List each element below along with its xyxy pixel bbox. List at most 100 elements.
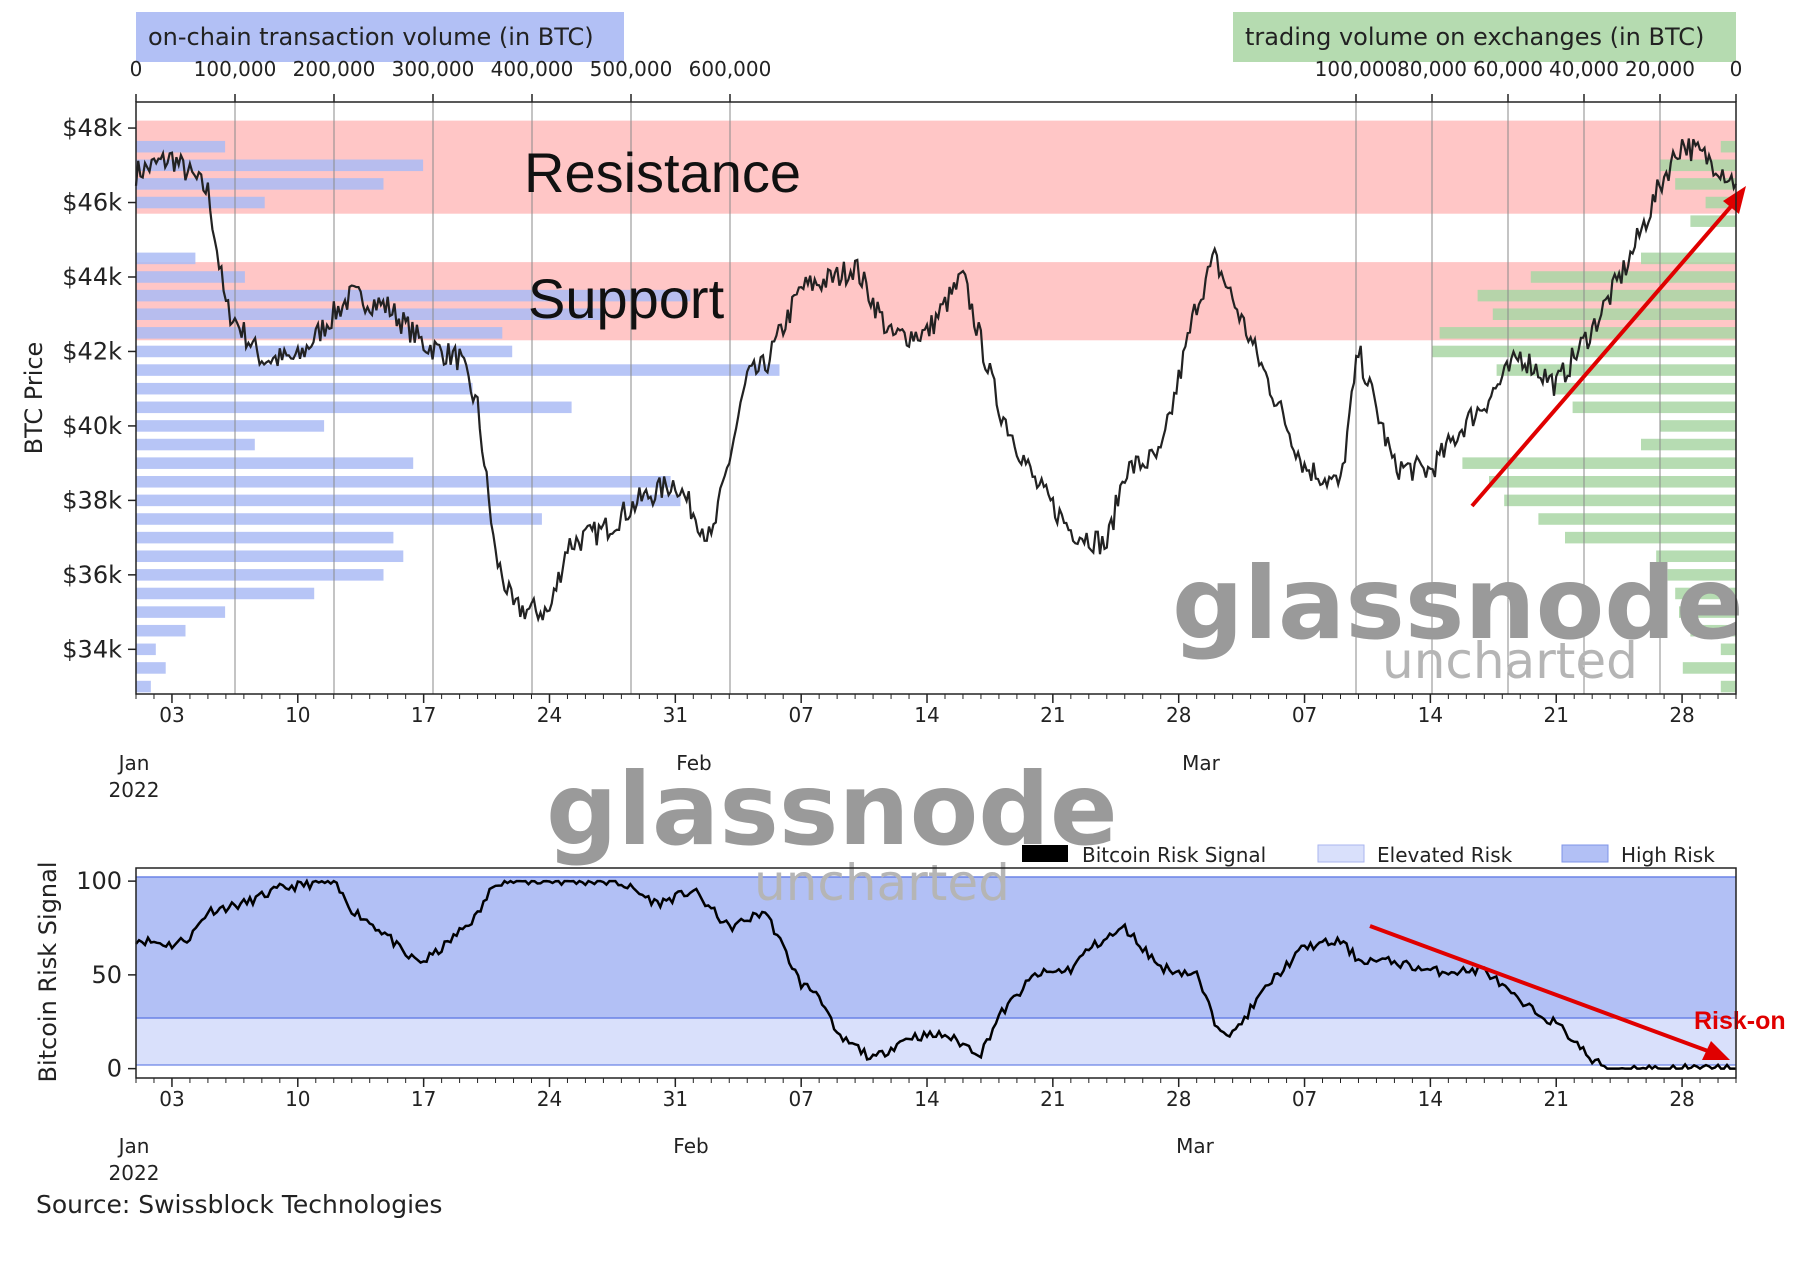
- legend-swatch-elevated: [1317, 844, 1365, 863]
- risk-signal-line: [135, 878, 1736, 1071]
- price-y-tick-label: $42k: [62, 337, 122, 365]
- date-tick-label: 17: [411, 1087, 436, 1111]
- risk-signal-chart: glassnode uncharted Risk-on Bitcoin Risk…: [34, 751, 1786, 1185]
- exchange-tick-label: 100,000: [1315, 57, 1398, 81]
- risk-down-arrowhead: [1702, 1041, 1730, 1060]
- onchain-volume-profile: [136, 140, 780, 693]
- date-tick-label: 17: [411, 703, 436, 727]
- top-date-axis: 03 10 17 24 31 07 14 21 28 07 14 21 28: [135, 694, 1737, 727]
- onchain-volume-bar: [136, 140, 226, 153]
- onchain-volume-bar: [136, 178, 384, 190]
- elevated-risk-band: [136, 1018, 1736, 1065]
- bottom-year-label: 2022: [109, 1161, 160, 1185]
- exchange-volume-bar: [1538, 513, 1736, 525]
- exchange-volume-bar: [1656, 550, 1736, 563]
- date-tick-label: 21: [1543, 703, 1568, 727]
- onchain-volume-bar: [136, 643, 156, 656]
- price-y-label: BTC Price: [20, 342, 48, 455]
- onchain-tick-label: 100,000: [194, 57, 277, 81]
- exchange-volume-bar: [1720, 643, 1736, 656]
- exchange-volume-bar: [1720, 680, 1736, 693]
- watermark-sub-top: uncharted: [1382, 632, 1638, 690]
- date-tick-label: 14: [1418, 1087, 1443, 1111]
- date-tick-label: 31: [663, 703, 688, 727]
- legend-label-signal: Bitcoin Risk Signal: [1082, 843, 1266, 867]
- date-tick-label: 21: [1040, 703, 1065, 727]
- bottom-plot-frame: [135, 867, 1737, 1079]
- source-caption: Source: Swissblock Technologies: [36, 1190, 443, 1219]
- exchange-volume-bar: [1660, 420, 1736, 432]
- price-y-tick-label: $48k: [62, 114, 122, 142]
- onchain-tick-label: 0: [130, 57, 143, 81]
- date-tick-label: 28: [1669, 703, 1694, 727]
- onchain-volume-bar: [136, 680, 151, 693]
- onchain-volume-bar: [136, 531, 394, 544]
- watermark-main-top: glassnode: [1172, 545, 1744, 662]
- onchain-volume-bar: [136, 550, 404, 563]
- top-plot-frame: [135, 101, 1737, 695]
- date-tick-label: 28: [1166, 1087, 1191, 1111]
- exchange-volume-bar: [1720, 140, 1736, 153]
- risk-y-tick-label: 0: [107, 1055, 122, 1083]
- exchange-legend-label: trading volume on exchanges (in BTC): [1245, 23, 1704, 51]
- onchain-volume-bar: [136, 308, 602, 320]
- onchain-volume-bar: [136, 420, 325, 432]
- exchange-volume-bar: [1690, 624, 1736, 637]
- risk-y-label: Bitcoin Risk Signal: [34, 861, 62, 1082]
- bottom-month-jan: Jan: [117, 1134, 150, 1158]
- risk-on-annotation: Risk-on: [1694, 1007, 1786, 1035]
- onchain-tick-label: 300,000: [392, 57, 475, 81]
- onchain-volume-bar: [136, 587, 315, 600]
- date-tick-label: 10: [285, 703, 310, 727]
- exchange-volume-bar: [1492, 308, 1736, 320]
- legend-swatch-high: [1561, 844, 1609, 863]
- onchain-volume-bar: [136, 289, 691, 302]
- price-y-tick-label: $44k: [62, 263, 122, 291]
- uptrend-arrow: [1470, 194, 1742, 508]
- legend-label-elevated: Elevated Risk: [1377, 843, 1513, 867]
- onchain-axis: 0 100,000 200,000 300,000 400,000 500,000 600,…: [130, 57, 771, 102]
- date-tick-label: 07: [788, 703, 813, 727]
- top-month-mar: Mar: [1182, 751, 1221, 775]
- onchain-volume-bar: [136, 345, 513, 358]
- onchain-tick-label: 200,000: [293, 57, 376, 81]
- price-y-tick-label: $34k: [62, 635, 122, 663]
- legend-label-high: High Risk: [1621, 843, 1715, 867]
- date-tick-label: 28: [1166, 703, 1191, 727]
- date-tick-label: 07: [1292, 703, 1317, 727]
- onchain-volume-bar: [136, 457, 414, 469]
- legend-swatch-signal: [1022, 845, 1068, 862]
- exchange-axis: 100,000 80,000 60,000 40,000 20,000 0: [1315, 57, 1743, 102]
- price-y-tick-label: $36k: [62, 561, 122, 589]
- onchain-legend-box: [136, 12, 624, 62]
- onchain-volume-bar: [136, 252, 196, 265]
- exchange-volume-bar: [1572, 401, 1736, 414]
- date-tick-label: 07: [1292, 1087, 1317, 1111]
- risk-down-arrow: [1369, 924, 1717, 1056]
- exchange-legend-box: [1233, 12, 1736, 62]
- bottom-month-mar: Mar: [1176, 1134, 1215, 1158]
- uptrend-arrowhead: [1723, 186, 1746, 214]
- top-month-feb: Feb: [676, 751, 711, 775]
- top-vertical-gridlines: [234, 102, 1661, 694]
- exchange-volume-bar: [1679, 606, 1736, 618]
- exchange-volume-bar: [1682, 662, 1736, 674]
- exchange-volume-bar: [1667, 569, 1736, 581]
- onchain-volume-bar: [136, 271, 245, 283]
- exchange-volume-bar: [1439, 327, 1736, 339]
- risk-y-axis: 100 50 0: [76, 867, 136, 1083]
- watermark-sub-bottom: uncharted: [754, 854, 1010, 912]
- date-tick-label: 07: [788, 1087, 813, 1111]
- onchain-volume-bar: [136, 159, 424, 172]
- onchain-volume-bar: [136, 476, 671, 488]
- exchange-volume-bar: [1675, 178, 1736, 190]
- bottom-date-axis: 03 10 17 24 31 07 14 21 28 07 14 21 28: [135, 1078, 1737, 1111]
- price-y-axis: $48k $46k $44k $42k $40k $38k $36k $34k: [62, 114, 136, 663]
- risk-y-tick-label: 100: [76, 867, 122, 895]
- price-y-tick-label: $46k: [62, 189, 122, 217]
- onchain-volume-bar: [136, 662, 166, 674]
- onchain-volume-bar: [136, 401, 572, 414]
- exchange-tick-label: 0: [1730, 57, 1743, 81]
- exchange-volume-bar: [1489, 476, 1736, 488]
